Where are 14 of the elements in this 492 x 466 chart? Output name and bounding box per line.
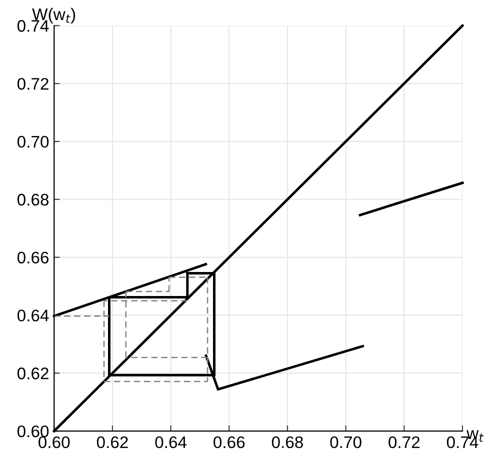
x-tick-label: 0.60: [38, 436, 70, 448]
x-tick-label: 0.62: [96, 436, 128, 448]
y-tick-label: 0.66: [17, 252, 49, 264]
x-tick-label: 0.66: [214, 436, 245, 448]
y-tick-label: 0.68: [17, 194, 49, 206]
y-tick-label: 0.64: [17, 310, 49, 322]
y-tick-label: 0.62: [17, 368, 48, 380]
y-tick-label: 0.70: [17, 136, 49, 148]
x-tick-label: 0.68: [272, 436, 303, 448]
x-tick-label: 0.72: [388, 436, 420, 448]
y-tick-label: 0.72: [17, 78, 48, 90]
x-tick-label: 0.70: [330, 436, 362, 448]
y-tick-label: 0.60: [17, 425, 49, 438]
x-tick-label: 0.64: [155, 436, 187, 448]
